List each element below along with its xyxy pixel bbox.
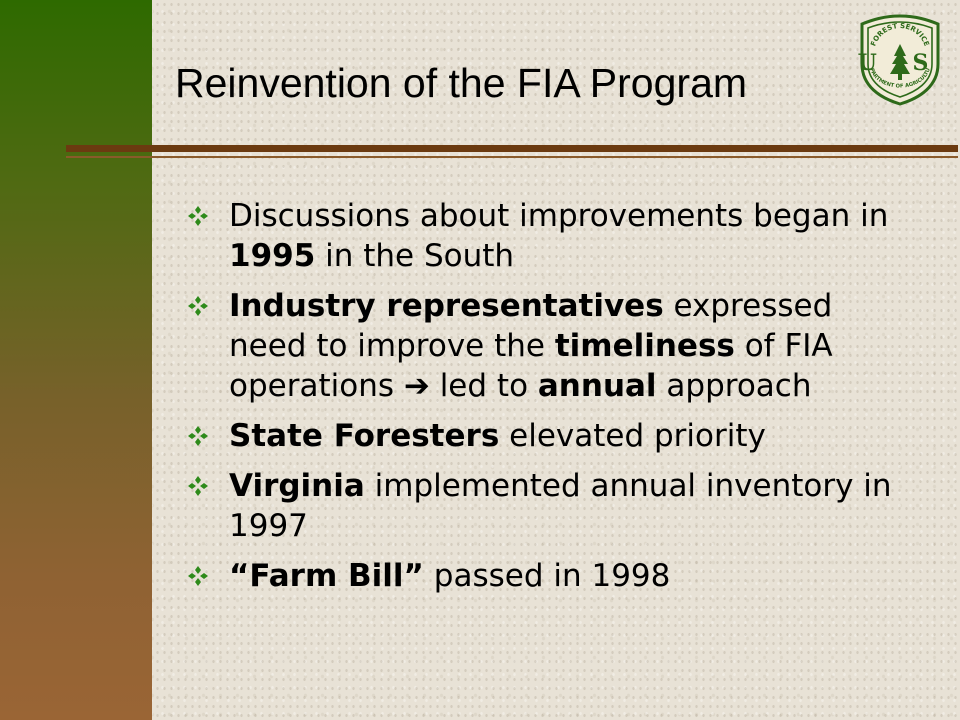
title-divider-thick bbox=[66, 145, 958, 152]
bullet-text: Discussions about improvements began in bbox=[229, 198, 889, 234]
bullet-bold-text: “Farm Bill” bbox=[229, 558, 424, 594]
four-diamond-bullet-icon bbox=[188, 296, 208, 316]
bullet-text: passed in 1998 bbox=[423, 558, 671, 594]
bullet-text: in the South bbox=[315, 238, 515, 274]
bullet-text: led to bbox=[429, 368, 538, 404]
list-item: Discussions about improvements began in … bbox=[187, 196, 917, 276]
bullet-text: of FIA operations bbox=[229, 328, 833, 404]
slide-title: Reinvention of the FIA Program bbox=[175, 60, 748, 106]
four-diamond-bullet-icon bbox=[188, 566, 208, 586]
bullet-bold-text: annual bbox=[537, 368, 657, 404]
bullet-text: approach bbox=[656, 368, 812, 404]
list-item: State Foresters elevated priority bbox=[187, 416, 917, 456]
bullet-bold-text: Virginia bbox=[229, 468, 365, 504]
title-divider-thin bbox=[66, 156, 958, 158]
bullet-bold-text: 1995 bbox=[229, 238, 316, 274]
list-item: Industry representatives expressed need … bbox=[187, 286, 917, 406]
bullet-bold-text: timeliness bbox=[554, 328, 735, 364]
bullet-text: elevated priority bbox=[499, 418, 766, 454]
four-diamond-bullet-icon bbox=[188, 206, 208, 226]
bullet-list: Discussions about improvements began in … bbox=[187, 196, 917, 606]
right-arrow-icon: ➔ bbox=[403, 368, 430, 404]
four-diamond-bullet-icon bbox=[188, 426, 208, 446]
pine-tree-icon bbox=[890, 44, 910, 74]
side-gradient-band bbox=[0, 0, 152, 720]
list-item: Virginia implemented annual inventory in… bbox=[187, 466, 917, 546]
bullet-bold-text: Industry representatives bbox=[229, 288, 664, 324]
list-item: “Farm Bill” passed in 1998 bbox=[187, 556, 917, 596]
bullet-text: expressed need to improve the bbox=[229, 288, 833, 364]
bullet-bold-text: State Foresters bbox=[229, 418, 500, 454]
bullet-text: implemented annual inventory in 1997 bbox=[229, 468, 892, 544]
four-diamond-bullet-icon bbox=[188, 476, 208, 496]
forest-service-shield-icon: FOREST SERVICE U S DEPARTMENT OF AGRICUL… bbox=[858, 14, 940, 106]
